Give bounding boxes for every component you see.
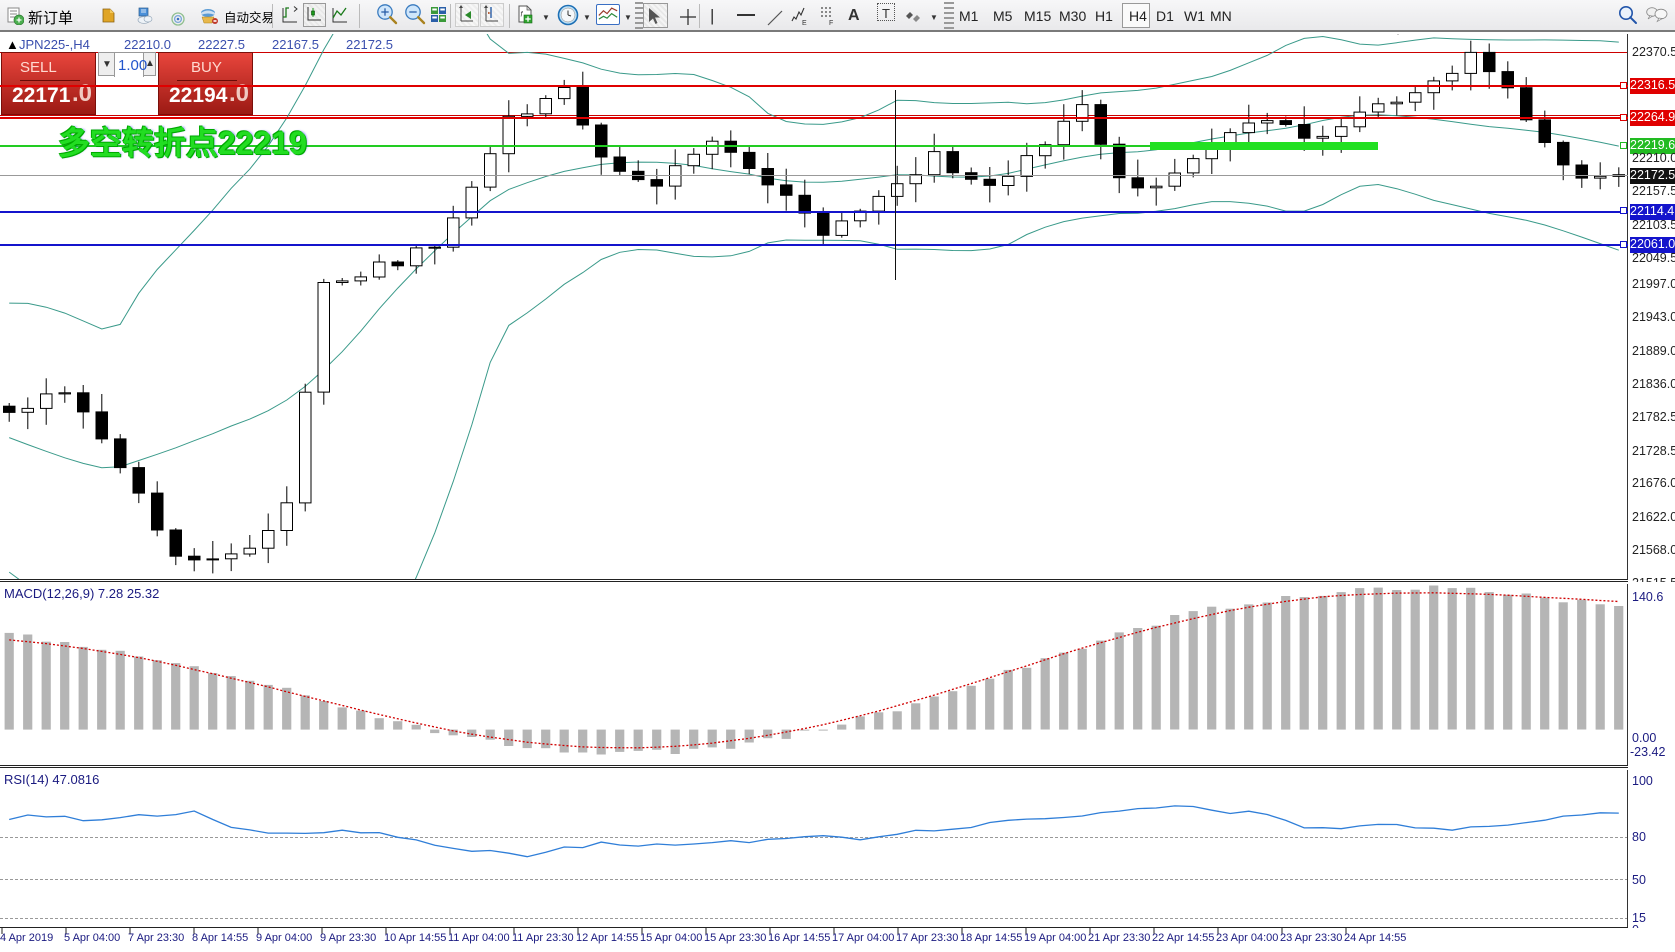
svg-text:E: E: [802, 20, 807, 26]
svg-text:F: F: [829, 20, 833, 26]
